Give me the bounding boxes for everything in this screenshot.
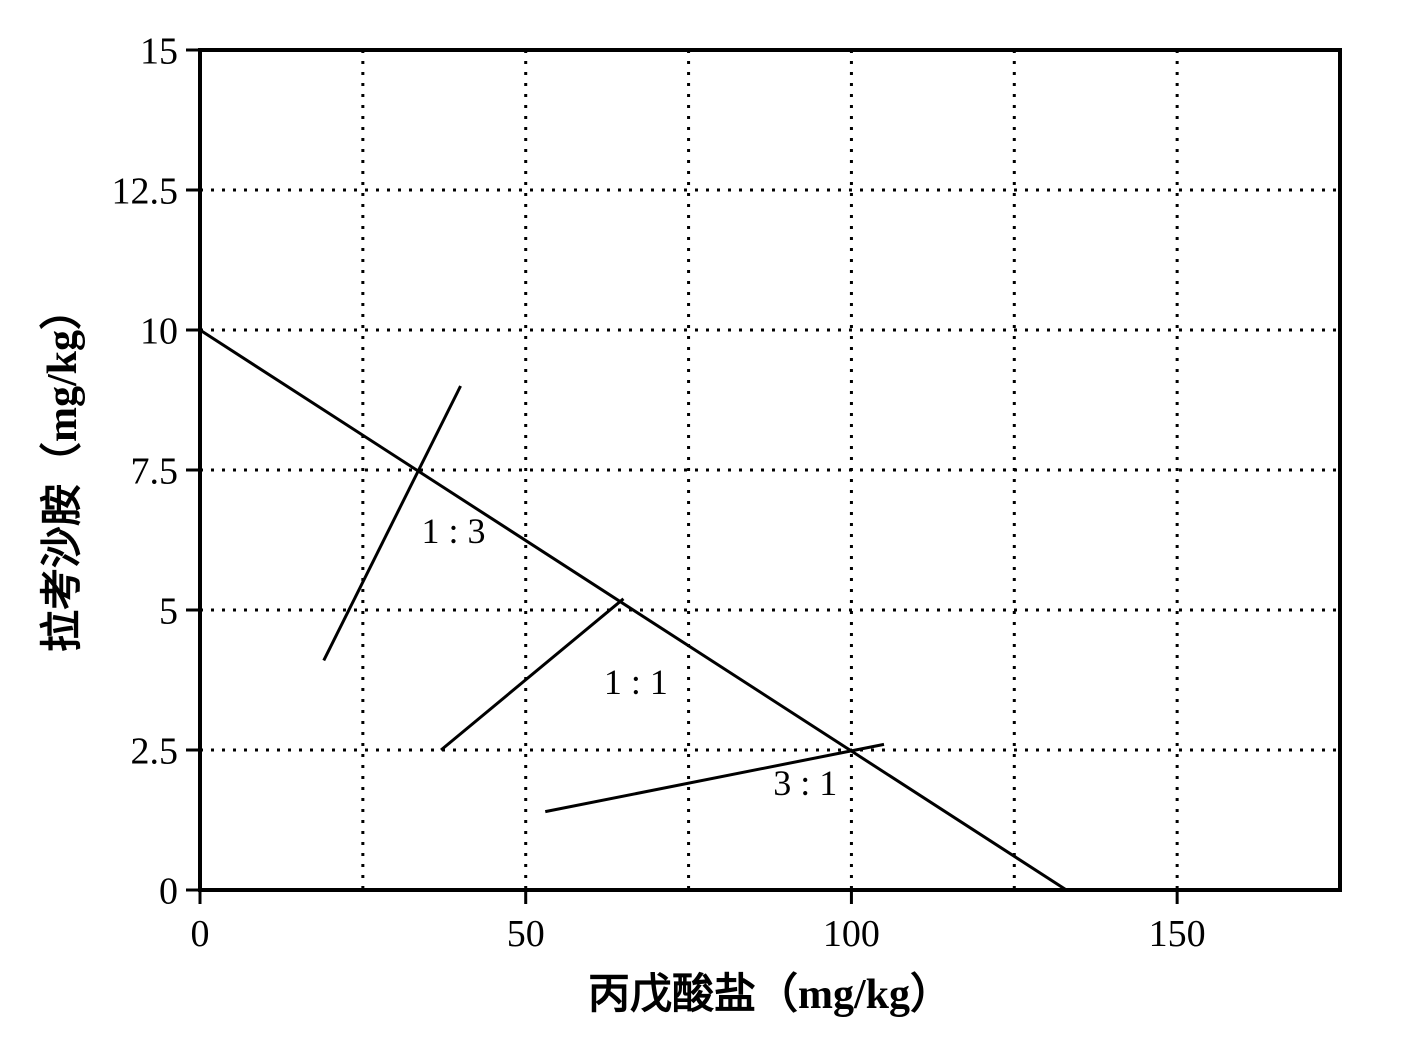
ratio-label: 1 : 3 bbox=[421, 511, 485, 551]
x-tick-label: 100 bbox=[823, 913, 880, 955]
ratio-label: 3 : 1 bbox=[773, 763, 837, 803]
y-tick-label: 7.5 bbox=[131, 450, 179, 492]
ratio-label: 1 : 1 bbox=[604, 662, 668, 702]
isobologram-chart: 0 50 100 150 0 2.5 5 7.5 10 12.5 15 丙戊酸盐（mg/kg） 拉考沙胺… bbox=[0, 0, 1416, 1047]
chart-container: 0 50 100 150 0 2.5 5 7.5 10 12.5 15 丙戊酸盐（mg/kg） 拉考沙胺… bbox=[0, 0, 1416, 1047]
y-tick-label: 10 bbox=[140, 310, 178, 352]
y-tick-label: 0 bbox=[159, 870, 178, 912]
y-tick-label: 5 bbox=[159, 590, 178, 632]
y-tick-label: 2.5 bbox=[131, 730, 179, 772]
y-axis-label: 拉考沙胺（mg/kg） bbox=[39, 288, 86, 652]
y-tick-label: 15 bbox=[140, 30, 178, 72]
x-tick-label: 50 bbox=[507, 913, 545, 955]
x-tick-label: 150 bbox=[1149, 913, 1206, 955]
y-tick-label: 12.5 bbox=[112, 170, 179, 212]
x-axis-label: 丙戊酸盐（mg/kg） bbox=[588, 971, 952, 1018]
x-tick-label: 0 bbox=[191, 913, 210, 955]
